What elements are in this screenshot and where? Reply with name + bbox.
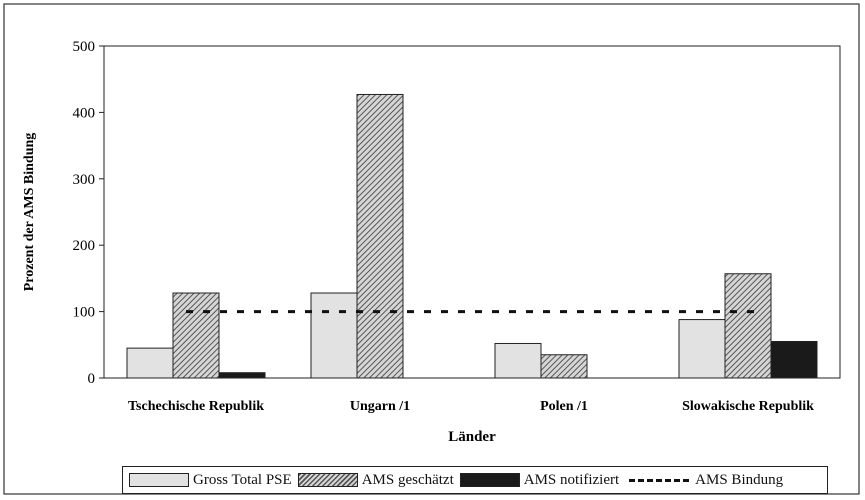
bar <box>218 372 266 379</box>
y-tick-label: 500 <box>73 39 96 55</box>
bar <box>172 292 220 379</box>
y-tick-label: 0 <box>88 371 96 387</box>
x-tick-label: Polen /1 <box>540 399 588 414</box>
bar <box>126 347 174 379</box>
legend-label-notifiziert: AMS notifiziert <box>523 471 620 488</box>
y-axis: 0 100 200 300 400 500 <box>73 39 104 387</box>
bar <box>724 273 772 379</box>
bar <box>310 292 358 379</box>
bar <box>540 354 588 379</box>
legend-label-geschaetzt: AMS geschätzt <box>361 471 454 488</box>
bar <box>678 319 726 379</box>
legend-item-gross: Gross Total PSE <box>129 472 292 489</box>
legend-swatch-bindung <box>629 474 690 486</box>
y-axis-label: Prozent der AMS Bindung <box>22 133 37 292</box>
x-tick-label: Ungarn /1 <box>350 399 410 414</box>
legend-swatch-notifiziert <box>459 473 520 487</box>
legend-item-geschaetzt: AMS geschätzt <box>297 471 454 489</box>
x-axis: Tschechische Republik Ungarn /1 Polen /1 Sl… <box>128 399 814 414</box>
legend: Gross Total PSE AMS geschätzt AMS notifi… <box>122 466 828 494</box>
y-tick-label: 100 <box>73 305 96 321</box>
y-tick-label: 200 <box>73 238 96 254</box>
chart-frame <box>3 3 860 495</box>
legend-swatch-geschaetzt <box>297 473 358 487</box>
x-tick-label: Slowakische Republik <box>682 399 814 414</box>
legend-item-notifiziert: AMS notifiziert <box>459 471 620 489</box>
legend-label-bindung: AMS Bindung <box>695 471 784 488</box>
legend-swatch-gross <box>129 473 189 487</box>
x-tick-label: Tschechische Republik <box>128 399 264 414</box>
legend-label-gross: Gross Total PSE <box>193 471 292 488</box>
bar <box>494 342 542 379</box>
bar <box>356 93 404 379</box>
bar <box>770 340 818 379</box>
plot-frame <box>103 45 841 379</box>
legend-item-bindung: AMS Bindung <box>625 472 783 489</box>
x-axis-label: Länder <box>448 429 496 445</box>
y-tick-label: 400 <box>73 105 96 121</box>
y-tick-label: 300 <box>73 172 96 188</box>
bars <box>126 93 818 379</box>
